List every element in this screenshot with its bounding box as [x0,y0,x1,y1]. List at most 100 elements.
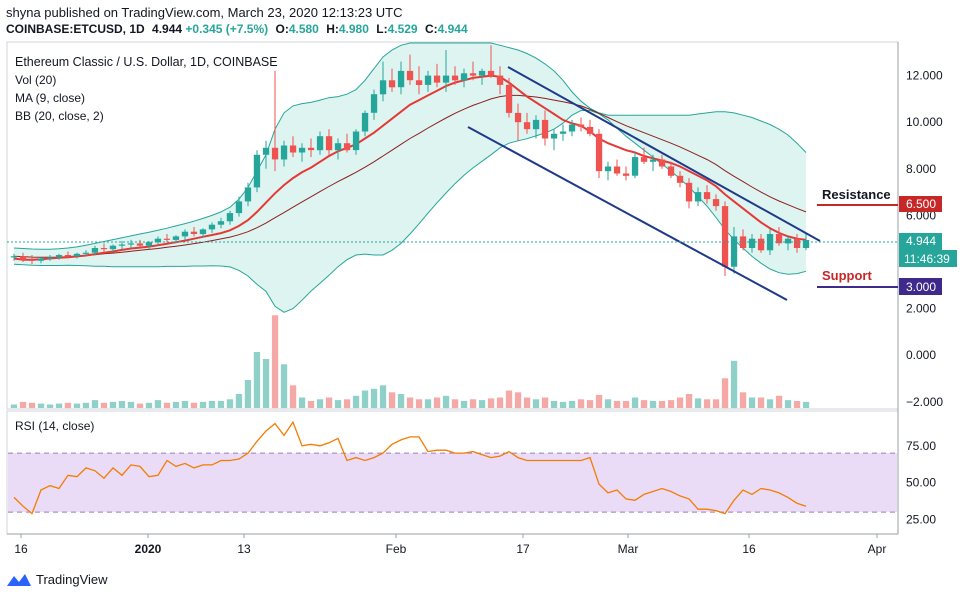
volume-bar [604,399,612,409]
bollinger-basis-line [13,94,807,258]
candle-body [10,256,18,258]
volume-bar [694,398,702,408]
candle-body [91,248,99,253]
legend-rsi: RSI (14, close) [15,419,95,433]
candle-body [217,221,225,225]
candle-body [289,145,297,153]
candle-body [253,154,261,188]
volume-bar [388,392,396,409]
candle-body [649,159,657,162]
candle-body [334,143,342,151]
volume-bar [703,399,711,409]
volume-bar [568,401,576,408]
volume-bar [649,401,657,408]
candle-body [361,112,369,132]
candle-body [190,231,198,234]
volume-bar [433,397,441,408]
volume-bar [145,402,153,409]
candle-body [370,94,378,113]
candle-body [352,131,360,151]
time-axis-tick: 16 [742,542,756,556]
current-price-tag: 4.944 [906,234,936,248]
volume-bar [676,397,684,408]
volume-bar [235,394,243,408]
time-axis-tick: 13 [237,542,251,556]
channel-lower-line [467,126,788,301]
volume-bar [640,400,648,408]
candle-body [280,145,288,160]
time-axis-tick: 2020 [135,542,162,556]
rsi-axis-tick: 50.00 [906,476,936,490]
tradingview-logo[interactable]: TradingView [6,572,108,587]
candle-body [604,166,612,172]
volume-bar [82,402,90,409]
volume-bar [64,402,72,409]
candle-body [28,259,36,261]
volume-bar [532,399,540,409]
rsi-band [8,453,897,513]
price-axis-tick: −2.000 [906,395,943,409]
volume-bar [397,394,405,408]
volume-bar [370,388,378,409]
candle-body [712,199,720,207]
tradingview-logo-text: TradingView [36,572,108,587]
volume-bar [496,397,504,408]
candle-body [127,243,135,245]
candle-body [478,70,486,76]
candle-body [577,124,585,127]
time-axis-tick: Mar [618,542,639,556]
change-value: +0.345 (+7.5%) [185,22,269,36]
volume-bar [28,402,36,409]
support-tag-bg [899,278,942,295]
candle-body [721,206,729,267]
volume-bar [190,402,198,409]
moving-average-layer [13,74,807,261]
volume-bar [289,385,297,409]
publish-line: shyna published on TradingView.com, Marc… [6,5,403,20]
candle-body [523,122,531,130]
price-axis-tick: 2.000 [906,302,936,316]
volume-bar [316,399,324,409]
volume-bar [667,400,675,408]
candle-body [703,192,711,200]
volume-bar [505,390,513,408]
volume-bar [514,392,522,409]
candle-body [595,133,603,172]
volume-bar [577,399,585,409]
symbol-ohlc-line: COINBASE:ETCUSD, 1D 4.944 +0.345 (+7.5%)… [6,22,468,36]
candle-body [109,245,117,250]
candle-body [73,253,81,257]
volume-bar [757,397,765,408]
candle-body [172,236,180,240]
volume-bar [613,401,621,408]
volume-bar [595,394,603,408]
candle-body [208,224,216,230]
candle-body [496,75,504,85]
candle-body [676,175,684,183]
chart-legend: Ethereum Classic / U.S. Dollar, 1D, COIN… [15,53,278,125]
volume-bar [460,401,468,408]
volume-bar [685,394,693,408]
volume-bar [100,402,108,409]
volume-bar [658,401,666,408]
candle-body [181,231,189,237]
low-value: 4.529 [387,22,418,36]
moving-average-line [13,74,807,261]
price-axis-tick: 10.000 [906,115,943,129]
support-tag: 3.000 [906,280,936,294]
annotation-layer: Resistance Support [7,66,898,301]
candle-body [19,256,27,260]
current-price-tag-bg [899,233,942,250]
candle-body [622,173,630,176]
legend-title: Ethereum Classic / U.S. Dollar, 1D, COIN… [15,55,278,69]
candle-body [550,133,558,139]
candle-body [433,75,441,83]
volume-bar [109,401,117,408]
volume-bar [739,392,747,409]
candle-body [244,187,252,202]
candle-body [64,255,72,257]
candle-body [406,70,414,81]
tradingview-logo-icon [7,573,31,586]
candle-body [82,252,90,254]
